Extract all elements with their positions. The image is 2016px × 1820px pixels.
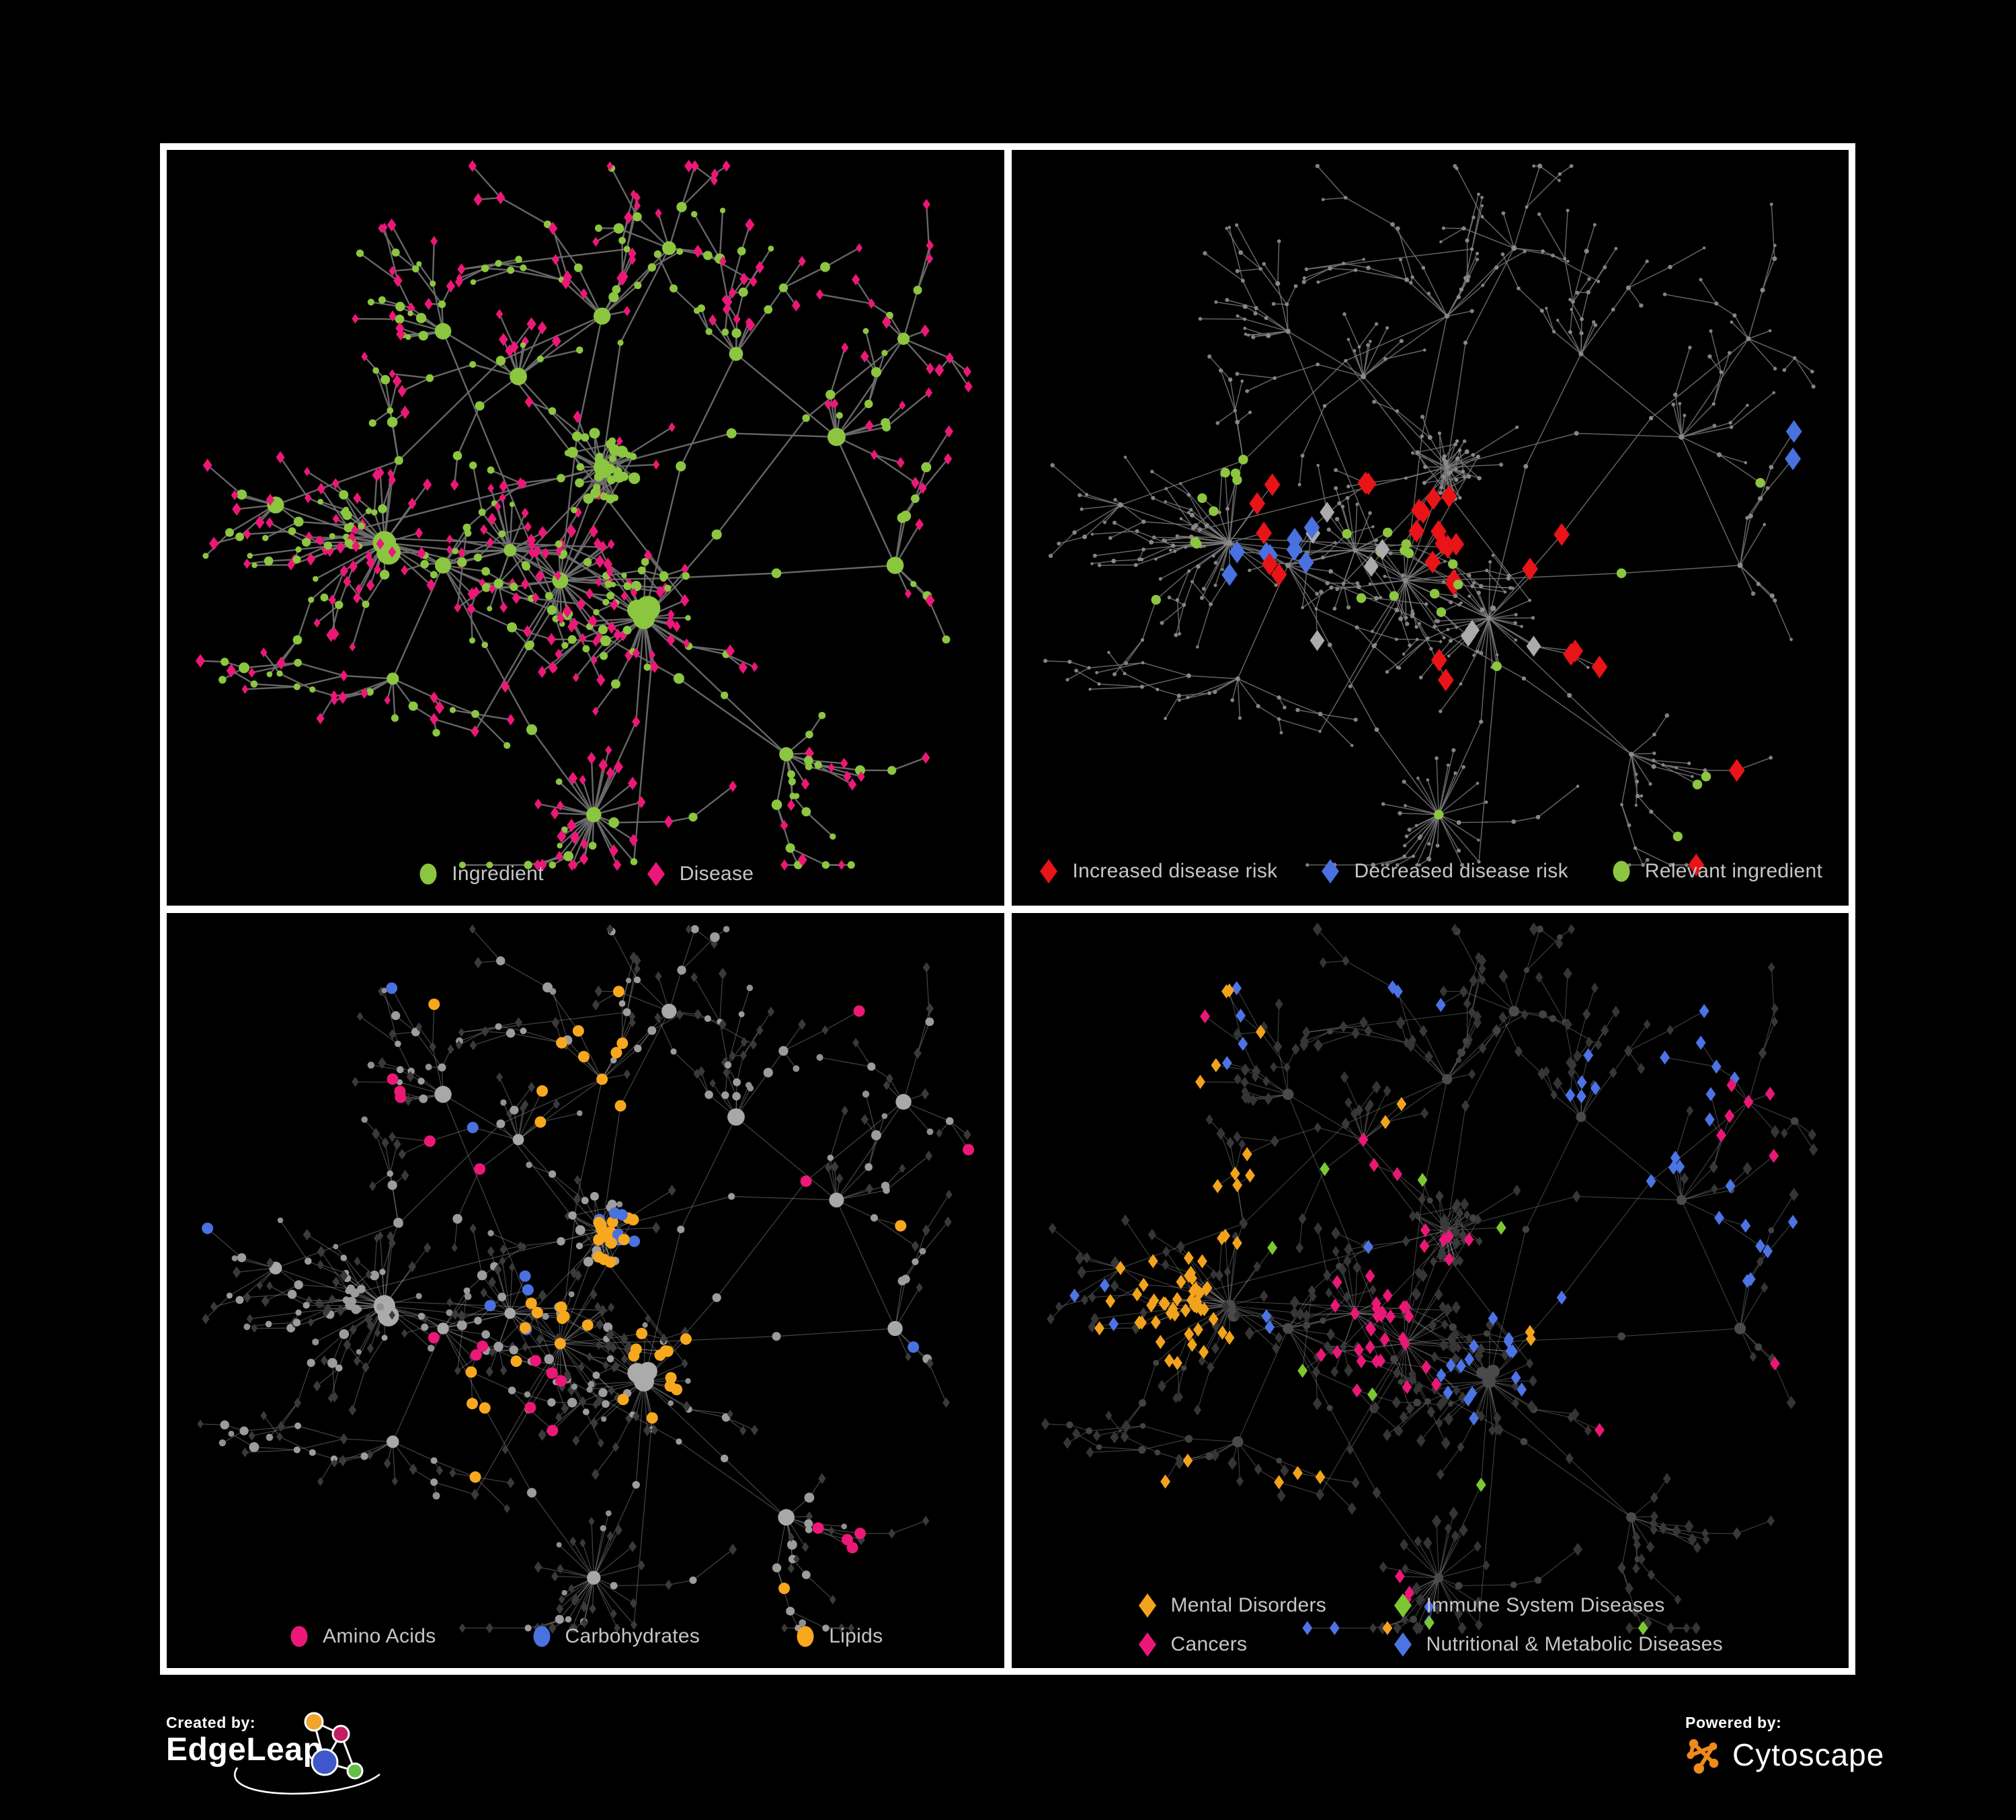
circle-marker-icon — [533, 1626, 550, 1647]
diamond-marker-icon — [1394, 1632, 1412, 1657]
diamond-marker-icon — [647, 861, 665, 886]
legend-item-label: Disease — [679, 862, 754, 885]
network-edges — [200, 928, 969, 1628]
network-canvas-disease-risk — [1043, 163, 1816, 877]
legend-item-label: Carbohydrates — [565, 1625, 700, 1647]
network-edges — [200, 165, 969, 866]
legend-item-label: Immune System Diseases — [1426, 1594, 1665, 1616]
legend-item-label: Amino Acids — [323, 1625, 436, 1647]
legend-item-increased-disease-risk: Increased disease risk — [1037, 857, 1277, 885]
legend-ingredient-disease: Ingredient Disease — [167, 860, 1004, 888]
cytoscape-logo-icon — [1687, 1739, 1719, 1774]
diamond-marker-icon — [1138, 1632, 1156, 1657]
legend-disease-categories: Mental Disorders Immune System Diseases Ca… — [1136, 1591, 1723, 1659]
legend-item-disease: Disease — [645, 860, 754, 888]
legend-nutrient-categories: Amino Acids Carbohydrates Lipids — [167, 1622, 1004, 1651]
legend-item-label: Ingredient — [452, 862, 544, 885]
legend-item-carbohydrates: Carbohydrates — [530, 1622, 700, 1651]
powered-by-label: Powered by: — [1685, 1714, 1782, 1731]
legend-item-label: Increased disease risk — [1072, 859, 1278, 882]
legend-item-ingredient: Ingredient — [417, 860, 543, 888]
powered-by-lockup: Powered by: Cytoscape — [1685, 1714, 1900, 1794]
network-canvas-disease-categories — [1041, 922, 1818, 1635]
legend-item-label: Cancers — [1170, 1633, 1248, 1655]
network-highlight-nodes — [202, 982, 975, 1594]
circle-marker-icon — [797, 1626, 814, 1647]
edgeleap-logo-icon — [234, 1712, 380, 1795]
cytoscape-brand: Cytoscape — [1732, 1737, 1885, 1772]
network-canvas-nutrient-categories — [197, 923, 975, 1634]
created-by-lockup: Created by: EdgeLeap — [166, 1712, 408, 1805]
panel-nutrient-categories: Amino Acids Carbohydrates Lipids — [167, 912, 1004, 1668]
panel-grid: Ingredient Disease Increased disease risk… — [160, 143, 1855, 1675]
circle-marker-icon — [290, 1626, 308, 1647]
network-highlight-nodes — [1069, 980, 1798, 1635]
circle-marker-icon — [419, 863, 437, 884]
panel-disease-categories: Mental Disorders Immune System Diseases Ca… — [1011, 912, 1849, 1668]
legend-item-cancers: Cancers — [1136, 1630, 1392, 1659]
edgeleap-brand: EdgeLeap — [166, 1732, 323, 1768]
circle-marker-icon — [1613, 861, 1630, 881]
legend-disease-risk: Increased disease risk Decreased disease … — [1012, 857, 1849, 885]
panel-ingredient-disease: Ingredient Disease — [167, 150, 1004, 906]
diamond-marker-icon — [1322, 859, 1340, 883]
legend-item-mental-disorders: Mental Disorders — [1136, 1591, 1392, 1620]
legend-item-nutritional-metabolic-diseases: Nutritional & Metabolic Diseases — [1392, 1630, 1723, 1659]
legend-item-label: Lipids — [829, 1625, 883, 1647]
panel-disease-risk: Increased disease risk Decreased disease … — [1011, 150, 1849, 906]
diamond-marker-icon — [1138, 1593, 1156, 1618]
legend-item-label: Nutritional & Metabolic Diseases — [1426, 1633, 1723, 1655]
legend-item-label: Decreased disease risk — [1354, 859, 1568, 882]
network-edges — [1045, 165, 1814, 866]
legend-item-amino-acids: Amino Acids — [288, 1622, 436, 1651]
legend-item-lipids: Lipids — [794, 1622, 883, 1651]
legend-item-label: Relevant ingredient — [1644, 859, 1823, 882]
legend-item-immune-system-diseases: Immune System Diseases — [1392, 1591, 1723, 1620]
network-edges — [1045, 928, 1814, 1628]
diamond-marker-icon — [1040, 859, 1058, 883]
legend-item-decreased-disease-risk: Decreased disease risk — [1319, 857, 1568, 885]
network-canvas-ingredient-disease — [195, 159, 973, 871]
legend-item-label: Mental Disorders — [1170, 1594, 1327, 1616]
created-by-label: Created by: — [166, 1714, 256, 1731]
legend-item-relevant-ingredient: Relevant ingredient — [1610, 857, 1822, 885]
diamond-marker-icon — [1394, 1593, 1412, 1618]
